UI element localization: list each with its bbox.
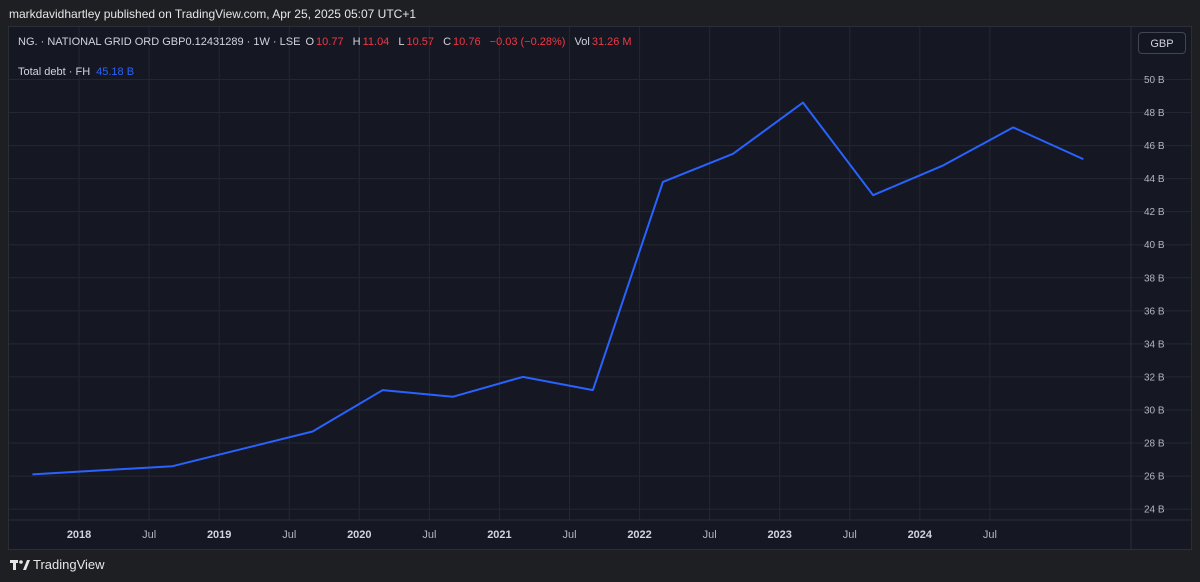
symbol-legend[interactable]: NG. · NATIONAL GRID ORD GBP0.12431289 · …: [18, 36, 638, 48]
x-tick-label: Jul: [422, 529, 436, 541]
top-bar: [0, 0, 1200, 26]
x-tick-label: Jul: [562, 529, 576, 541]
tradingview-logo-icon: [10, 560, 30, 570]
footer-bar: [0, 552, 1200, 582]
x-tick-label: Jul: [282, 529, 296, 541]
y-tick-label: 44 B: [1144, 174, 1165, 185]
low-value: 10.57: [406, 36, 435, 48]
tradingview-brand[interactable]: TradingView: [33, 557, 105, 572]
y-tick-label: 30 B: [1144, 405, 1165, 416]
currency-button[interactable]: GBP: [1138, 32, 1186, 54]
y-tick-label: 50 B: [1144, 75, 1165, 86]
total-debt-line[interactable]: [32, 101, 1084, 476]
y-tick-label: 42 B: [1144, 207, 1165, 218]
x-tick-label: 2022: [627, 529, 651, 541]
change-value: −0.03 (−0.28%): [489, 36, 566, 48]
volume-label: Vol: [574, 36, 590, 48]
open-value: 10.77: [316, 36, 344, 48]
close-label: C: [443, 36, 452, 48]
indicator-legend[interactable]: Total debt · FH 45.18 B: [18, 66, 134, 78]
x-tick-label: 2018: [67, 529, 91, 541]
chart-frame[interactable]: [8, 26, 1192, 550]
y-tick-label: 28 B: [1144, 439, 1165, 450]
grid-lines: [9, 27, 1191, 549]
x-tick-label: Jul: [983, 529, 997, 541]
x-tick-label: 2020: [347, 529, 371, 541]
open-label: O: [305, 36, 315, 48]
y-tick-label: 32 B: [1144, 372, 1165, 383]
x-tick-label: Jul: [142, 529, 156, 541]
published-caption: markdavidhartley published on TradingVie…: [9, 7, 417, 21]
y-tick-label: 24 B: [1144, 505, 1165, 516]
y-tick-label: 26 B: [1144, 472, 1165, 483]
x-axis-ticks: 2018 Jul 2019 Jul 2020 Jul 2021 Jul 2022 Jul 2023 J…: [67, 529, 997, 541]
high-label: H: [352, 36, 361, 48]
x-tick-label: 2023: [767, 529, 791, 541]
indicator-value: 45.18 B: [96, 66, 135, 78]
y-tick-label: 38 B: [1144, 273, 1165, 284]
y-axis-ticks: 24 B 26 B 28 B 30 B 32 B 34 B 36 B 38 B 40 B 42 B…: [1144, 75, 1165, 516]
x-tick-label: 2019: [207, 529, 231, 541]
y-tick-label: 40 B: [1144, 240, 1165, 251]
close-value: 10.76: [453, 36, 481, 48]
y-tick-label: 46 B: [1144, 141, 1165, 152]
series-layer: [32, 101, 1084, 476]
volume-value: 31.26 M: [591, 36, 632, 48]
y-tick-label: 34 B: [1144, 339, 1165, 350]
high-value: 11.04: [362, 36, 390, 48]
x-tick-label: 2021: [487, 529, 511, 541]
y-tick-label: 48 B: [1144, 108, 1165, 119]
x-tick-label: 2024: [908, 529, 933, 541]
symbol-name[interactable]: NG. · NATIONAL GRID ORD GBP0.12431289 · …: [18, 36, 301, 48]
y-tick-label: 36 B: [1144, 306, 1165, 317]
x-tick-label: Jul: [703, 529, 717, 541]
low-label: L: [398, 36, 405, 48]
indicator-label[interactable]: Total debt · FH: [18, 66, 91, 78]
x-tick-label: Jul: [843, 529, 857, 541]
